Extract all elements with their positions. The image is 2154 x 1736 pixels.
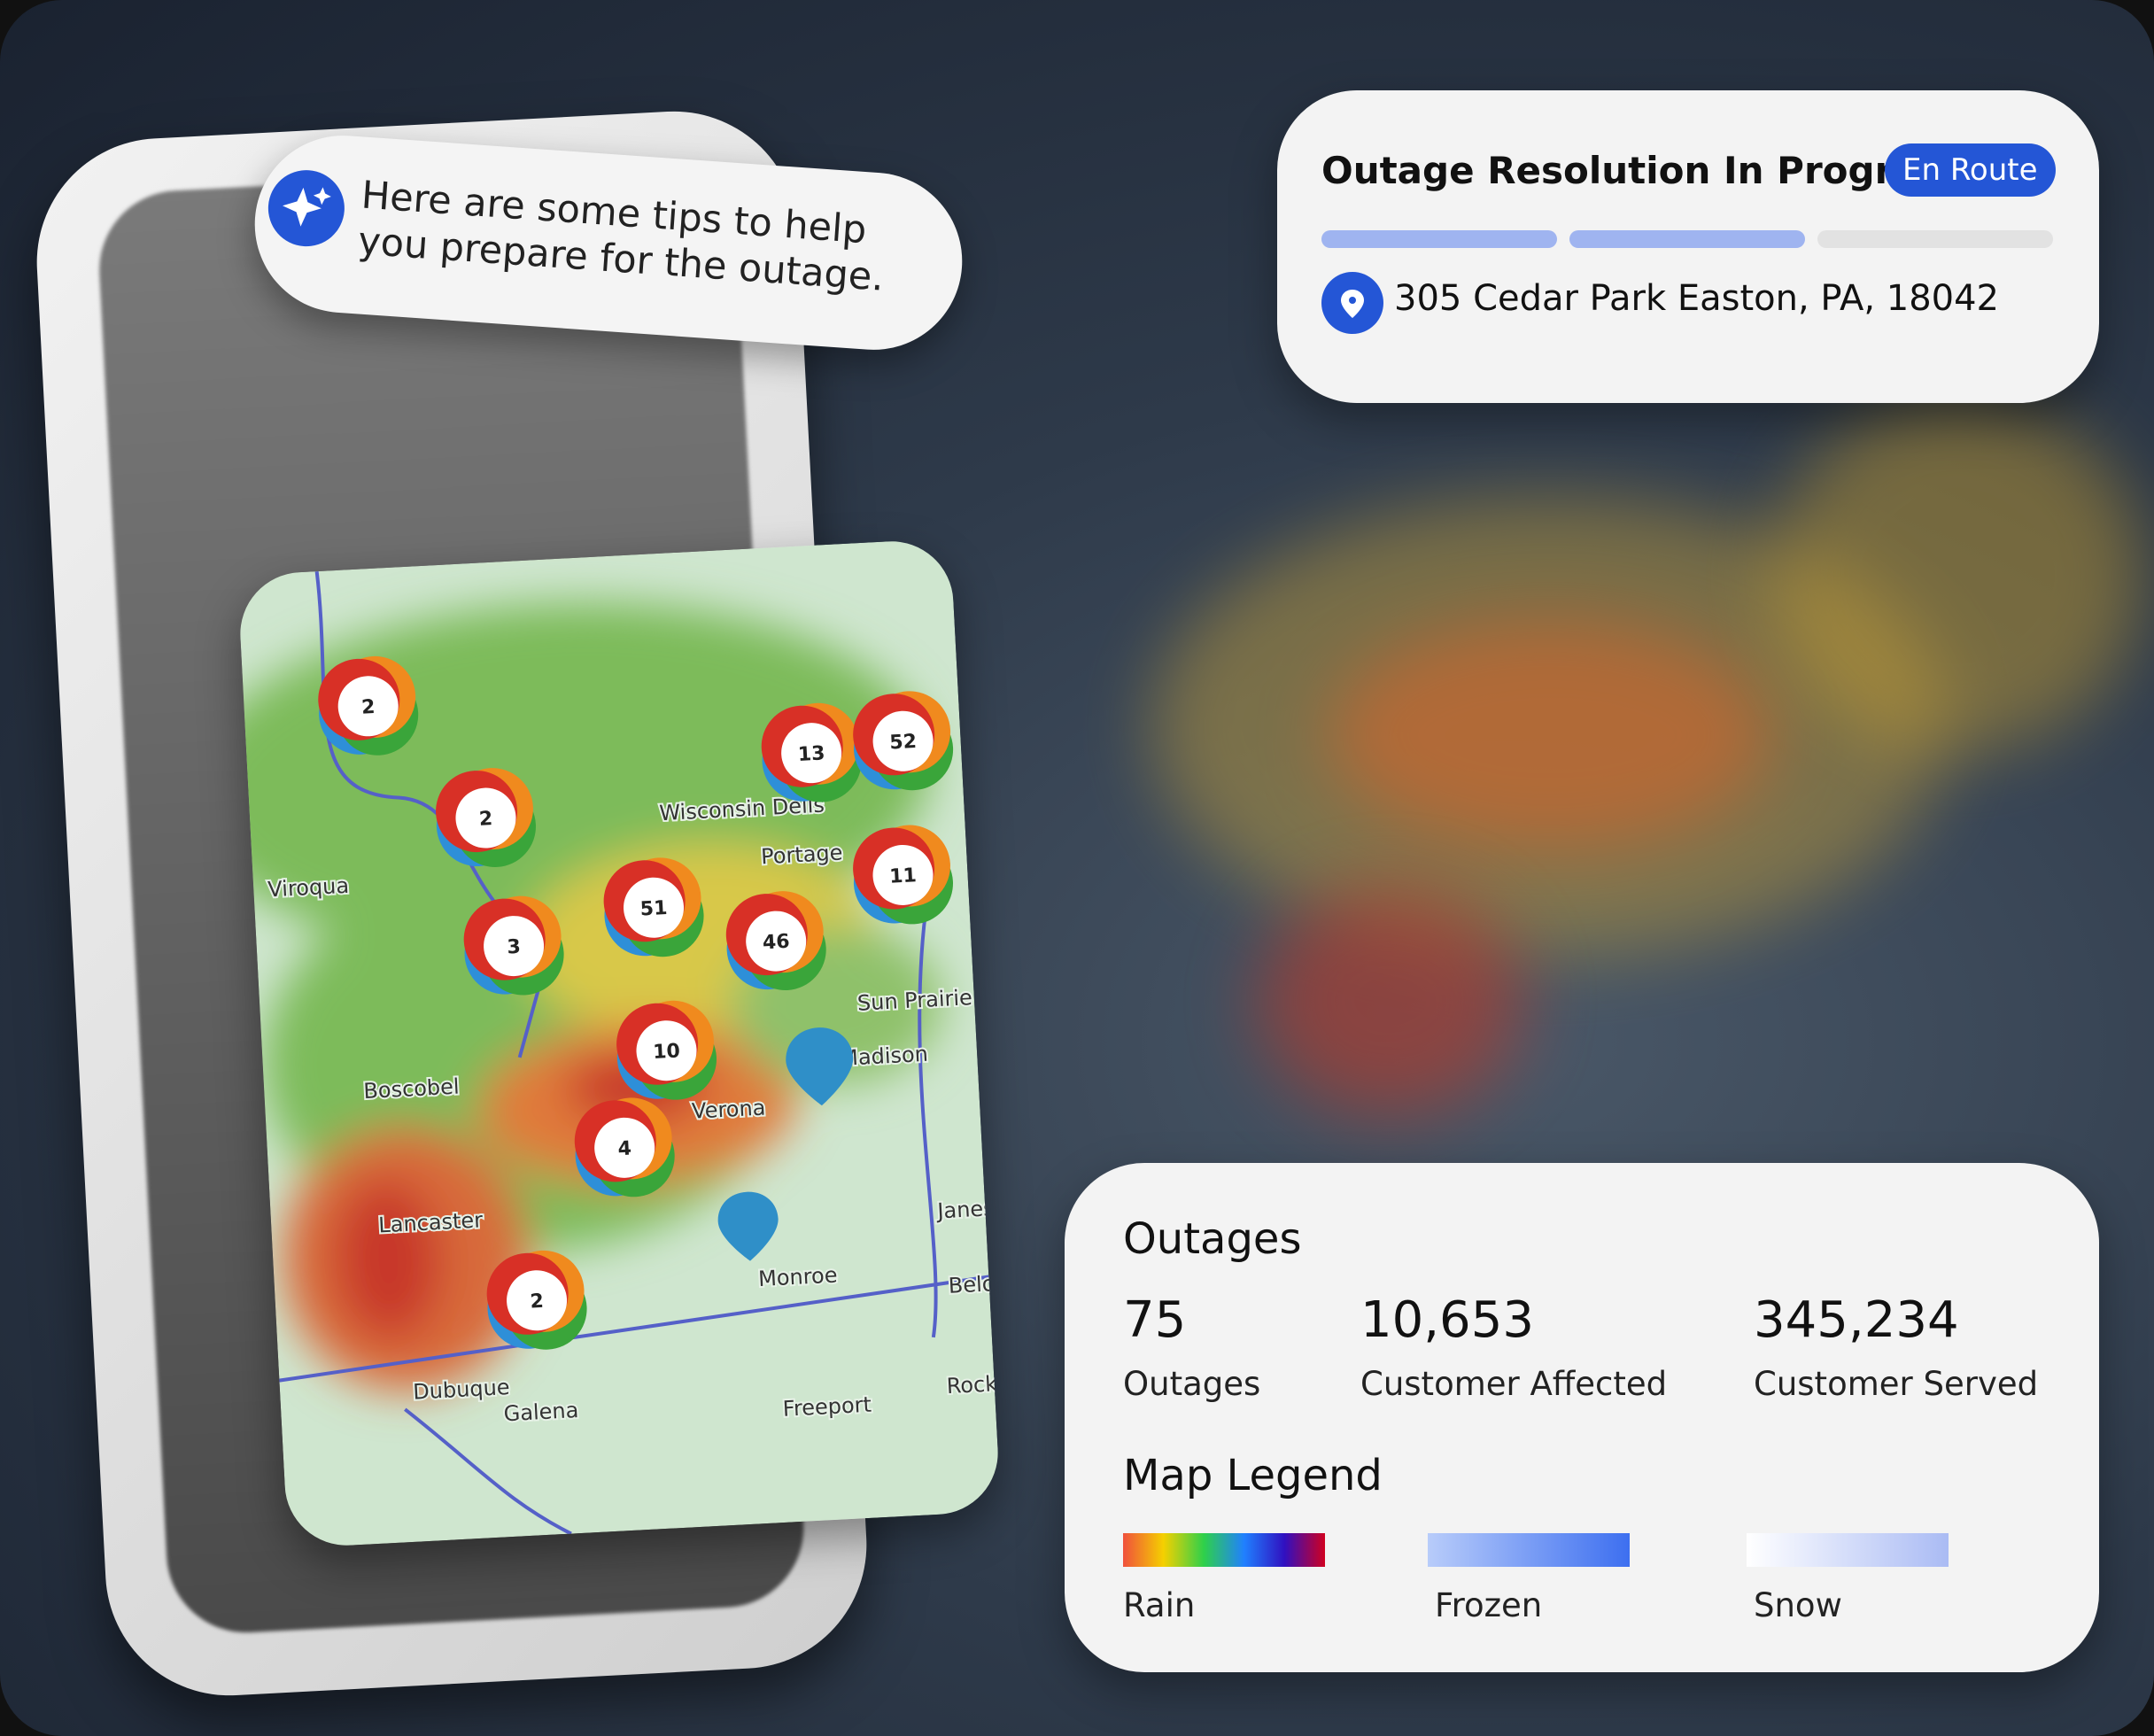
cluster-count: 2 bbox=[360, 696, 376, 719]
place-label: Dubuque bbox=[413, 1375, 511, 1405]
cluster[interactable]: 2 bbox=[316, 654, 421, 758]
chat-message: Here are some tips to help you prepare f… bbox=[356, 173, 886, 300]
map-pin[interactable] bbox=[717, 1190, 780, 1262]
outages-card: Outages 75 Outages 10,653 Customer Affec… bbox=[1065, 1163, 2099, 1672]
location-icon bbox=[1321, 272, 1383, 334]
place-label: Madison bbox=[839, 1042, 928, 1071]
pin-glyph bbox=[1341, 290, 1364, 318]
status-card: Outage Resolution In Progress En Route 3… bbox=[1277, 90, 2099, 403]
place-label: Boscobel bbox=[363, 1074, 461, 1104]
status-badge: En Route bbox=[1885, 143, 2056, 197]
map-card[interactable]: Viroqua Wisconsin Dells Portage Boscobel Lan… bbox=[236, 538, 1002, 1549]
place-label: Portage bbox=[760, 841, 843, 870]
cluster-count: 51 bbox=[639, 897, 668, 921]
cluster-center bbox=[781, 723, 842, 784]
cluster[interactable]: 46 bbox=[724, 889, 828, 994]
cluster[interactable]: 3 bbox=[461, 894, 566, 998]
cluster-count: 13 bbox=[797, 742, 825, 766]
address: 305 Cedar Park Easton, PA, 18042 bbox=[1394, 278, 1999, 319]
cluster-center bbox=[872, 844, 934, 905]
legend-swatch bbox=[1123, 1533, 1325, 1567]
cluster-count: 10 bbox=[653, 1040, 681, 1064]
cluster-count: 2 bbox=[478, 808, 493, 831]
stat-value: 10,653 bbox=[1360, 1291, 1534, 1349]
cluster[interactable]: 4 bbox=[572, 1096, 677, 1200]
cluster-center bbox=[594, 1117, 655, 1178]
progress-segment bbox=[1321, 230, 1557, 248]
cluster-center bbox=[872, 710, 934, 771]
cluster[interactable]: 2 bbox=[434, 766, 538, 871]
cluster-count: 4 bbox=[617, 1137, 632, 1160]
legend-label: Snow bbox=[1754, 1586, 1842, 1624]
bg-storm bbox=[1329, 620, 1771, 850]
cluster[interactable]: 13 bbox=[759, 701, 864, 805]
progress-segment bbox=[1817, 230, 2053, 248]
clusters: 2 2 3 51 46 13 52 11 10 4 2 bbox=[316, 654, 956, 1352]
cluster-count: 46 bbox=[762, 931, 790, 955]
cluster-count: 52 bbox=[889, 731, 918, 755]
legend-label: Rain bbox=[1123, 1586, 1196, 1624]
legend-label: Frozen bbox=[1435, 1586, 1543, 1624]
place-label: Rockford bbox=[946, 1369, 1001, 1399]
cluster[interactable]: 2 bbox=[484, 1248, 589, 1352]
map-pin[interactable] bbox=[784, 1026, 856, 1107]
outages-title: Outages bbox=[1123, 1214, 1302, 1264]
sparkle bbox=[283, 187, 331, 227]
legend-swatch bbox=[1428, 1533, 1630, 1567]
cluster[interactable]: 52 bbox=[851, 689, 956, 794]
cluster-count: 3 bbox=[507, 936, 522, 959]
cluster[interactable]: 10 bbox=[615, 998, 719, 1103]
ai-icon bbox=[265, 167, 347, 250]
progress-segment bbox=[1569, 230, 1805, 248]
cluster-center bbox=[337, 676, 399, 737]
bg-storm bbox=[1258, 886, 1523, 1116]
cluster-center bbox=[507, 1270, 568, 1331]
cluster-center bbox=[746, 911, 807, 972]
chat-bubble: Here are some tips to help you prepare f… bbox=[248, 129, 969, 356]
cluster[interactable]: 11 bbox=[851, 823, 956, 927]
stat-value: 345,234 bbox=[1754, 1291, 1959, 1349]
stat-value: 75 bbox=[1123, 1291, 1187, 1349]
status-title: Outage Resolution In Progress bbox=[1321, 149, 1963, 192]
legend-swatch bbox=[1747, 1533, 1949, 1567]
cluster-center bbox=[484, 916, 545, 977]
cluster[interactable]: 51 bbox=[601, 856, 706, 960]
place-label: Verona bbox=[691, 1095, 766, 1123]
pins bbox=[717, 1026, 856, 1262]
legend-title: Map Legend bbox=[1123, 1451, 1383, 1500]
bg-storm bbox=[1771, 399, 2143, 753]
place-label: Galena bbox=[503, 1398, 579, 1426]
bg-storm bbox=[1151, 496, 1949, 957]
place-label: Viroqua bbox=[267, 873, 350, 903]
place-label: Monroe bbox=[757, 1262, 838, 1291]
stat-label: Outages bbox=[1123, 1365, 1261, 1403]
cluster-center bbox=[636, 1020, 697, 1081]
cluster-count: 2 bbox=[530, 1290, 545, 1314]
stat-label: Customer Served bbox=[1754, 1365, 2039, 1403]
cluster-center bbox=[455, 787, 516, 849]
place-label: Freeport bbox=[782, 1392, 872, 1422]
cluster-count: 11 bbox=[889, 864, 918, 888]
stat-label: Customer Affected bbox=[1360, 1365, 1668, 1403]
cluster-center bbox=[624, 877, 685, 938]
